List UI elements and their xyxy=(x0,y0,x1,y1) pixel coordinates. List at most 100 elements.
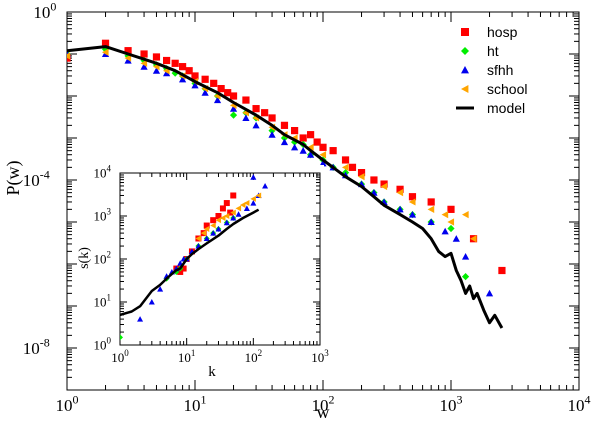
legend: hosp ht sfhh school model xyxy=(456,24,527,116)
main-point-hosp xyxy=(178,63,187,71)
main-point-hosp xyxy=(185,67,193,75)
main-point-hosp xyxy=(396,185,404,193)
main-point-hosp xyxy=(357,169,366,177)
main-point-sfhh xyxy=(124,56,132,64)
main-x-tick-label: 101 xyxy=(184,392,207,415)
main-point-sfhh xyxy=(299,147,307,154)
main-point-school xyxy=(469,235,477,243)
main-x-tick-label: 100 xyxy=(56,392,79,415)
main-point-hosp xyxy=(124,47,132,55)
main-point-sfhh xyxy=(441,227,449,235)
main-point-hosp xyxy=(171,59,179,67)
main-point-sfhh xyxy=(408,211,417,218)
main-series-line-model xyxy=(67,45,504,329)
main-point-hosp xyxy=(252,105,260,113)
inset-point-school xyxy=(203,225,210,232)
main-point-hosp xyxy=(498,266,506,275)
inset-series-layer xyxy=(120,174,269,341)
main-point-sfhh xyxy=(252,121,260,129)
main-point-hosp xyxy=(210,79,218,87)
main-y-tick-label: 10-8 xyxy=(23,335,50,358)
inset-point-hosp xyxy=(180,265,187,272)
main-point-hosp xyxy=(329,147,337,155)
main-plot-area xyxy=(66,11,580,391)
inset-y-tick-label: 101 xyxy=(94,293,112,310)
main-point-hosp xyxy=(348,163,357,171)
main-point-ht xyxy=(447,224,455,233)
main-point-hosp xyxy=(380,180,388,188)
main-point-hosp xyxy=(101,39,110,47)
main-x-axis-label: w xyxy=(317,402,330,422)
legend-swatch-ht xyxy=(461,47,469,55)
inset-x-tick-label: 103 xyxy=(311,348,329,365)
main-point-school xyxy=(67,52,71,60)
main-point-hosp xyxy=(447,205,455,213)
inset-point-hosp xyxy=(227,209,234,216)
main-y-tick-label: 100 xyxy=(33,0,56,22)
main-point-ht xyxy=(291,138,299,146)
main-x-tick-label: 102 xyxy=(312,392,335,415)
main-point-sfhh xyxy=(152,67,161,74)
main-point-hosp xyxy=(427,198,435,206)
main-point-sfhh xyxy=(306,151,315,158)
main-point-sfhh xyxy=(461,253,470,260)
main-point-school xyxy=(441,211,449,219)
inset-x-tick-label: 100 xyxy=(111,348,129,365)
main-point-hosp xyxy=(319,143,327,151)
main-point-school xyxy=(306,143,314,151)
inset-background xyxy=(112,165,324,345)
main-point-hosp xyxy=(140,50,148,58)
inset-point-school xyxy=(195,235,201,242)
main-point-hosp xyxy=(313,138,321,146)
main-point-sfhh xyxy=(319,159,327,167)
inset-point-hosp xyxy=(215,213,222,219)
legend-label-ht: ht xyxy=(487,43,499,59)
inset-point-sfhh xyxy=(235,211,242,217)
main-point-school xyxy=(408,198,416,206)
main-point-sfhh xyxy=(178,75,187,83)
main-point-hosp xyxy=(306,131,315,139)
inset-point-school xyxy=(210,222,216,229)
inset-point-school xyxy=(255,192,262,199)
inset-series-line-model xyxy=(120,208,260,317)
main-point-hosp xyxy=(191,72,199,80)
main-point-school xyxy=(447,218,455,226)
inset-y-axis-label: s(k) xyxy=(77,247,92,269)
inset-point-school xyxy=(223,213,230,219)
inset-point-sfhh xyxy=(210,230,217,236)
main-point-ht xyxy=(461,273,470,281)
inset-point-sfhh xyxy=(250,174,257,180)
inset-point-sfhh xyxy=(148,299,155,305)
main-point-hosp xyxy=(370,176,378,184)
main-point-school xyxy=(461,211,469,219)
inset-point-hosp xyxy=(203,222,210,229)
legend-label-sfhh: sfhh xyxy=(487,62,513,78)
main-x-tick-label: 103 xyxy=(440,392,463,415)
legend-label-hosp: hosp xyxy=(487,24,518,40)
main-point-sfhh xyxy=(452,235,460,242)
main-point-hosp xyxy=(280,121,289,129)
inset-point-school xyxy=(215,217,222,224)
inset-point-sfhh xyxy=(203,235,210,242)
inset-tick-labels: 100 101 102 103 100 101 102 103 104 xyxy=(94,164,330,365)
inset-point-school xyxy=(230,209,236,216)
main-point-hosp xyxy=(224,89,232,97)
inset-point-sfhh xyxy=(223,219,230,226)
main-point-hosp xyxy=(341,156,350,164)
legend-label-model: model xyxy=(487,100,525,116)
inset-point-school xyxy=(240,202,246,209)
inset-y-tick-label: 100 xyxy=(94,336,112,353)
main-point-school xyxy=(427,205,435,213)
main-point-school xyxy=(396,189,404,197)
main-point-sfhh xyxy=(140,63,148,70)
inset-point-sfhh xyxy=(262,182,269,189)
main-tick-labels: 100 101 102 103 104 100 10-4 10-8 xyxy=(23,0,591,415)
main-point-school xyxy=(380,182,388,191)
main-point-hosp xyxy=(201,75,209,83)
main-point-school xyxy=(101,48,109,56)
main-x-tick-label: 104 xyxy=(568,392,591,415)
inset-point-sfhh xyxy=(137,316,144,322)
main-point-sfhh xyxy=(191,81,199,89)
inset-point-hosp xyxy=(219,205,226,212)
